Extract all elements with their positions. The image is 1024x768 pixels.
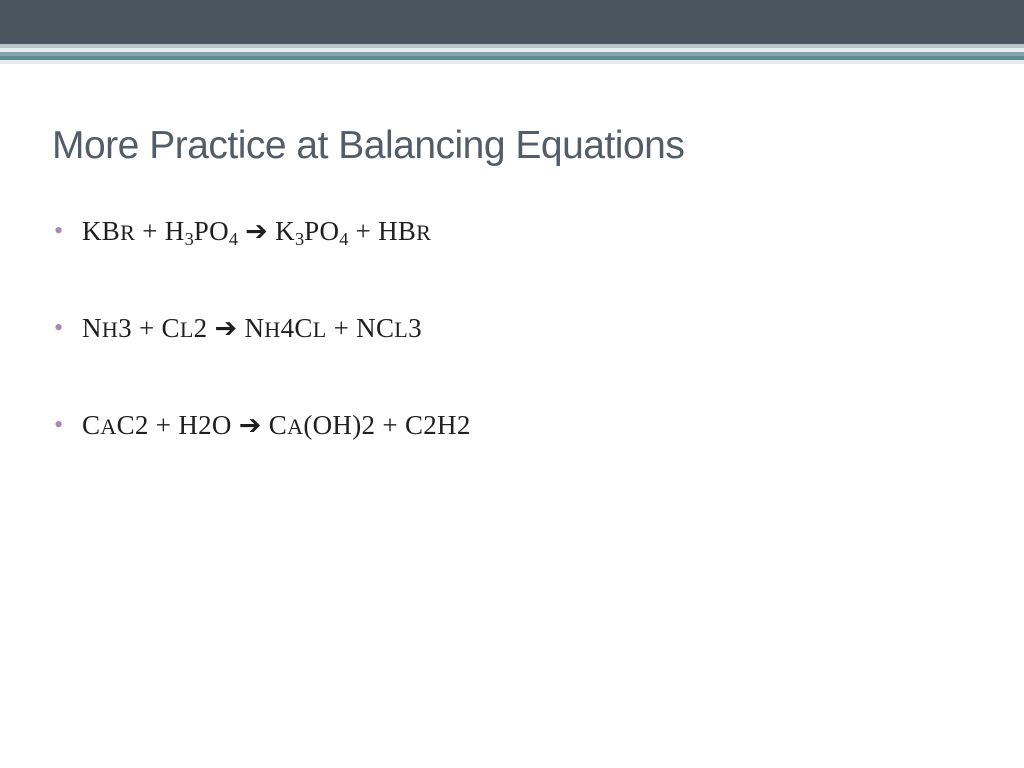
- equation-segment: 3: [295, 229, 304, 249]
- equation-segment: L: [313, 317, 327, 342]
- slide-title: More Practice at Balancing Equations: [52, 124, 972, 168]
- equation-segment: L: [394, 317, 408, 342]
- slide-body: More Practice at Balancing Equations KBR…: [0, 64, 1024, 441]
- equation-segment: 3 + C: [118, 313, 180, 343]
- equation-segment: 4: [229, 229, 238, 249]
- equation-segment: PO: [304, 216, 339, 246]
- header-dark-band: [0, 0, 1024, 44]
- equation-segment: A: [287, 414, 303, 439]
- equation-segment: H: [264, 317, 280, 342]
- equation-segment: KB: [82, 216, 120, 246]
- equation-segment: A: [100, 414, 116, 439]
- equation-list: KBR + H3PO4 ➔ K3PO4 + HBRNH3 + CL2 ➔ NH4…: [52, 216, 972, 441]
- header-stripe: [0, 60, 1024, 64]
- header-stripes: [0, 44, 1024, 64]
- equation-item: NH3 + CL2 ➔ NH4CL + NCL3: [82, 313, 972, 344]
- equation-segment: 4: [339, 229, 348, 249]
- equation-segment: R: [120, 220, 135, 245]
- equation-segment: 3: [185, 229, 194, 249]
- equation-segment: 2 ➔ N: [194, 313, 265, 343]
- equation-segment: H: [102, 317, 118, 342]
- equation-segment: N: [82, 313, 102, 343]
- equation-segment: 3: [408, 313, 422, 343]
- equation-segment: ➔ K: [238, 216, 295, 246]
- equation-segment: R: [416, 220, 431, 245]
- equation-segment: C2 + H2O ➔ C: [117, 410, 287, 440]
- equation-segment: + H: [135, 216, 184, 246]
- equation-segment: PO: [194, 216, 229, 246]
- equation-item: CAC2 + H2O ➔ CA(OH)2 + C2H2: [82, 410, 972, 441]
- equation-segment: C: [82, 410, 100, 440]
- equation-item: KBR + H3PO4 ➔ K3PO4 + HBR: [82, 216, 972, 247]
- slide-header-band: [0, 0, 1024, 64]
- equation-segment: + HB: [348, 216, 416, 246]
- equation-segment: (OH)2 + C2H2: [303, 410, 470, 440]
- equation-segment: 4C: [281, 313, 313, 343]
- equation-segment: L: [180, 317, 194, 342]
- equation-segment: + NC: [327, 313, 395, 343]
